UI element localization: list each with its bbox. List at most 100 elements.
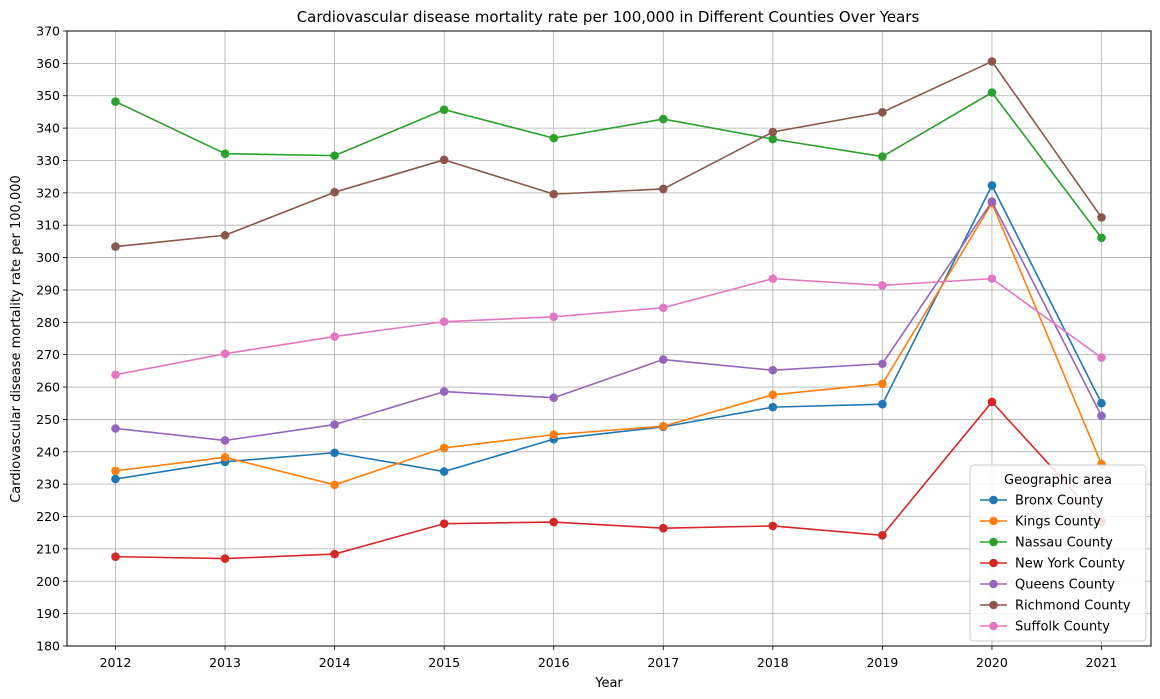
data-point [987,57,997,66]
y-tick-label: 350 [36,88,60,103]
legend-swatch-marker [989,537,998,547]
legend-label: New York County [1015,557,1125,572]
chart-title: Cardiovascular disease mortality rate pe… [297,8,920,26]
y-tick-label: 290 [36,282,60,297]
data-point [439,105,449,114]
data-point [549,312,559,322]
data-point [111,424,120,433]
data-point [549,393,559,403]
data-point [768,402,778,412]
data-point [1097,411,1106,421]
y-tick-label: 190 [36,606,60,621]
legend-label: Queens County [1015,578,1115,593]
data-point [549,133,559,143]
data-point [878,379,887,389]
data-point [1097,353,1106,362]
legend-box [969,464,1147,642]
legend-label: Suffolk County [1015,620,1110,635]
series-richmond-county [111,57,1106,251]
data-point [549,189,559,199]
series-suffolk-county [111,274,1106,380]
data-point [220,149,230,158]
x-tick-label: 2018 [757,655,789,670]
y-tick-label: 240 [36,444,60,459]
data-point [878,107,887,117]
data-point [220,230,230,240]
axis-ticks: 2012 2013 2014 2015 2016 2017 2018 2019 2020 2021… [36,24,1117,671]
data-point [549,517,559,527]
data-point [111,370,120,380]
data-point [111,97,120,106]
data-point [220,452,230,462]
data-point [658,114,668,124]
legend-item: Nassau County [980,536,1113,551]
data-point [220,554,230,563]
x-axis-label: Year [594,676,623,691]
data-point [878,399,887,409]
legend: Geographic area Bronx County Kings County… [969,464,1147,642]
legend-item: Kings County [980,515,1101,530]
y-tick-label: 250 [36,412,60,427]
y-tick-label: 370 [36,24,60,39]
data-point [768,365,778,375]
data-point [111,466,120,476]
data-point [768,134,778,144]
y-tick-label: 200 [36,574,60,589]
y-tick-label: 360 [36,56,60,71]
legend-label: Nassau County [1015,536,1113,551]
legend-item: Queens County [980,578,1115,593]
legend-swatch-marker [989,495,998,505]
y-tick-label: 330 [36,153,60,168]
y-tick-label: 180 [36,639,60,654]
data-point [330,187,339,197]
data-point [878,359,887,369]
data-point [1097,213,1106,222]
x-tick-label: 2014 [319,655,351,670]
data-point [439,387,449,396]
legend-label: Kings County [1015,515,1101,530]
legend-swatch-marker [989,621,998,631]
x-tick-label: 2016 [538,655,570,670]
data-point [439,317,449,326]
series-bronx-county [111,181,1106,484]
legend-label: Bronx County [1015,494,1104,509]
series-line [115,277,1102,376]
y-tick-label: 270 [36,347,60,362]
legend-swatch-marker [989,558,998,568]
legend-label: Richmond County [1015,599,1131,614]
data-point [330,549,339,559]
legend-item: Suffolk County [980,620,1110,635]
data-point [111,552,120,561]
data-point [658,523,668,533]
series-line [115,401,1103,560]
x-tick-label: 2021 [1086,655,1118,670]
legend-item: Richmond County [980,599,1131,614]
legend-items: Bronx County Kings County Nassau County New… [980,494,1131,635]
series-nassau-county [111,88,1106,243]
y-tick-label: 230 [36,477,60,492]
legend-swatch-marker [989,516,998,526]
data-point [768,521,778,531]
y-axis-label: Cardiovascular disease mortality rate pe… [9,175,24,503]
y-tick-label: 260 [36,380,60,395]
series-line [115,91,1103,239]
data-point [220,436,230,445]
y-tick-label: 310 [36,218,60,233]
y-tick-label: 210 [36,541,60,556]
x-tick-label: 2012 [100,655,132,670]
data-point [878,531,887,540]
series-line [115,202,1103,486]
series-lines [111,57,1106,563]
data-point [330,448,339,458]
x-tick-label: 2020 [976,655,1008,670]
data-point [658,421,668,431]
y-tick-label: 320 [36,185,60,200]
series-queens-county [111,197,1106,445]
data-point [987,397,997,407]
legend-swatch-marker [989,600,998,610]
data-point [1097,233,1106,243]
x-tick-label: 2013 [209,655,241,670]
legend-item: Bronx County [980,494,1104,509]
data-point [987,197,997,206]
